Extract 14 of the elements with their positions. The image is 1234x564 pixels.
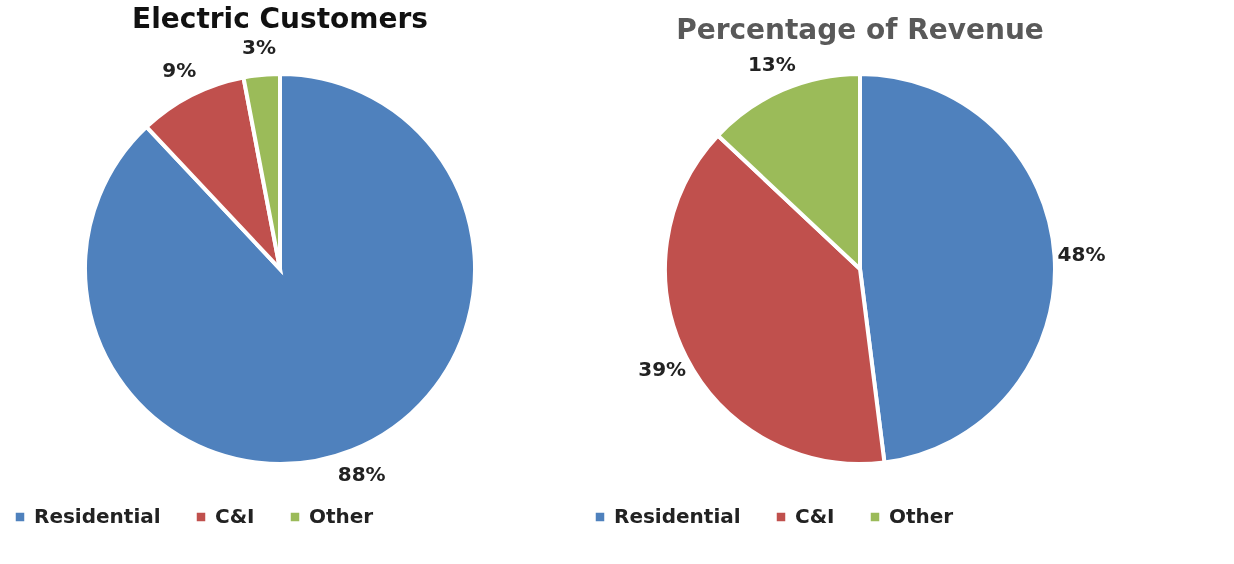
data-label: 88%	[337, 462, 386, 487]
legend-label: Other	[889, 504, 954, 528]
data-label: 3%	[242, 34, 277, 59]
data-label: 9%	[162, 58, 197, 83]
legend-label: Residential	[614, 504, 741, 528]
data-label: 48%	[1057, 242, 1106, 267]
data-label: 13%	[747, 52, 796, 77]
legend-label: Residential	[34, 504, 161, 528]
data-label: 39%	[638, 356, 687, 381]
legend-label: Other	[309, 504, 374, 528]
legend-label: C&I	[795, 504, 835, 528]
chart-title: Percentage of Revenue	[676, 13, 1044, 46]
chart-title: Electric Customers	[132, 1, 428, 35]
legend-label: C&I	[215, 504, 255, 528]
